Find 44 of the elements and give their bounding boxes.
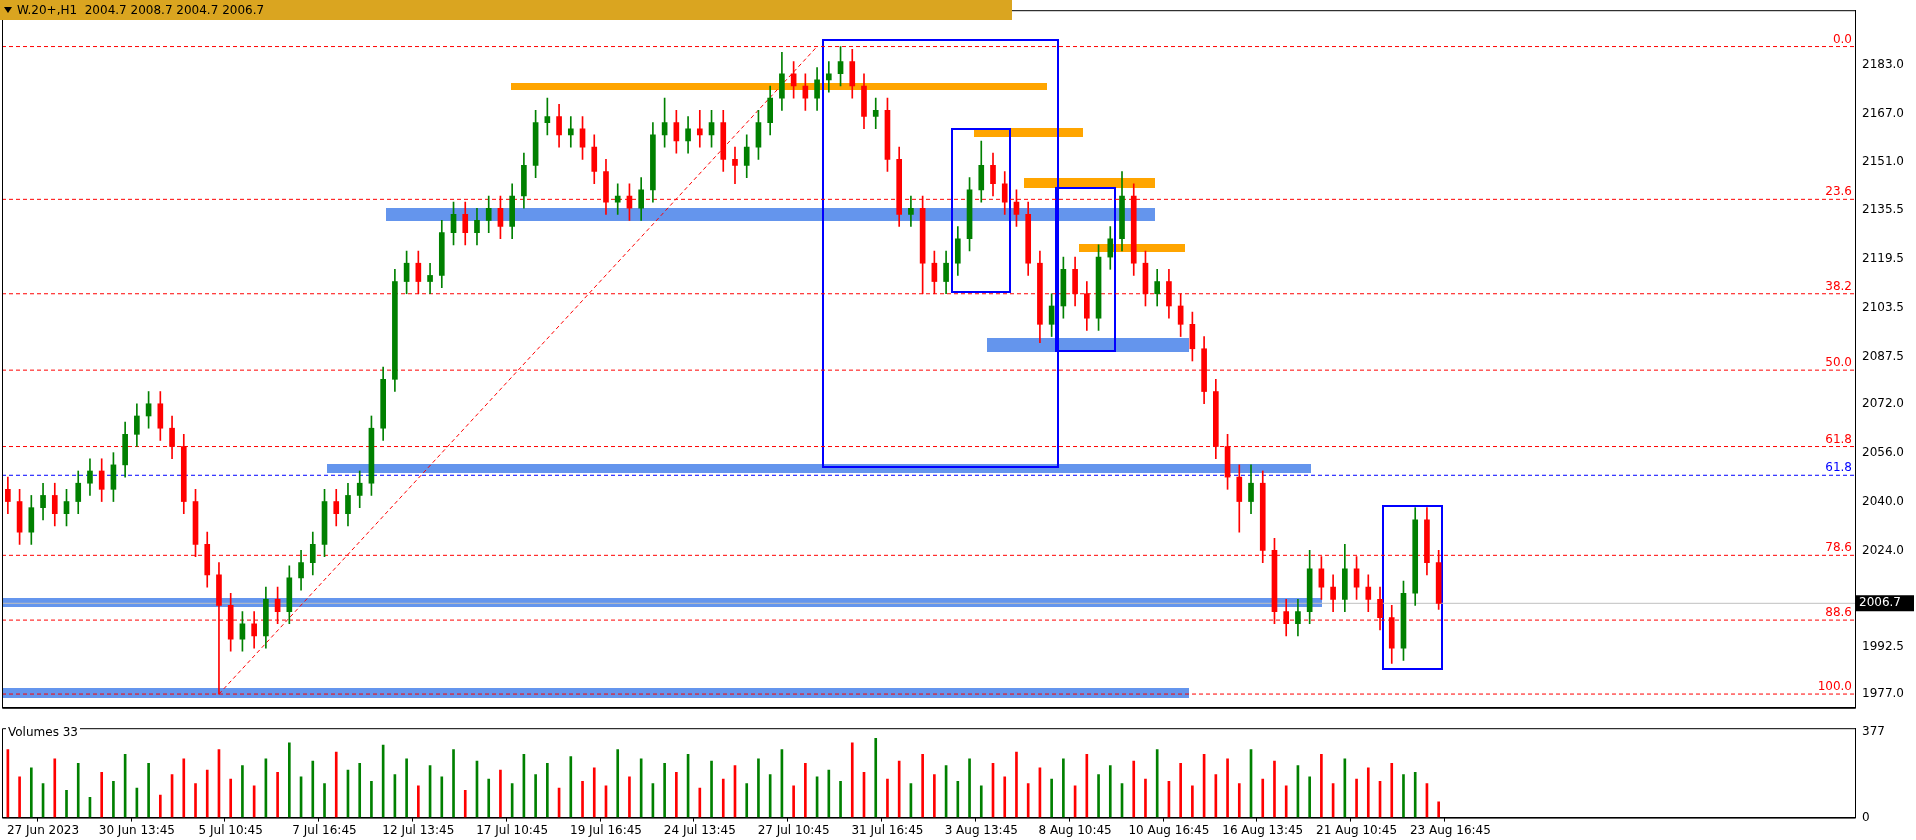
annotation: 50.0 <box>1825 355 1852 370</box>
annotation: 61.8 <box>1825 460 1852 475</box>
x-tick-label: 21 Aug 10:45 <box>1316 822 1398 837</box>
x-tick-label: 3 Aug 13:45 <box>944 822 1018 837</box>
y-tick-label: 2103.5 <box>1862 299 1904 314</box>
y-tick-label: 2135.5 <box>1862 201 1904 216</box>
y-tick-label: 2151.0 <box>1862 154 1904 169</box>
x-tick-label: 12 Jul 13:45 <box>382 822 455 837</box>
y-tick-label: 1977.0 <box>1862 686 1904 701</box>
y-tick-label: 1992.5 <box>1862 638 1904 653</box>
annotation: 0.0 <box>1832 31 1852 46</box>
annotation: 100.0 <box>1817 679 1852 694</box>
x-tick-label: 31 Jul 16:45 <box>851 822 924 837</box>
y-tick-label: 2167.0 <box>1862 105 1904 120</box>
x-tick-label: 8 Aug 10:45 <box>1038 822 1112 837</box>
y-tick-label: 2183.0 <box>1862 56 1904 71</box>
annotation: 78.6 <box>1825 540 1852 555</box>
x-tick-label: 27 Jun 2023 <box>6 822 80 837</box>
x-tick-label: 16 Aug 13:45 <box>1222 822 1304 837</box>
x-tick-label: 23 Aug 16:45 <box>1409 822 1491 837</box>
x-tick-label: 19 Jul 16:45 <box>570 822 642 837</box>
y-tick-label: 2040.0 <box>1862 493 1904 508</box>
x-tick-label: 17 Jul 10:45 <box>476 822 549 837</box>
annotation: 61.8 <box>1825 431 1852 446</box>
annotation: 23.6 <box>1825 184 1852 199</box>
annotation: 38.2 <box>1825 278 1852 293</box>
annotation: 88.6 <box>1825 605 1852 620</box>
x-tick-label: 30 Jun 13:45 <box>98 822 175 837</box>
x-tick-label: 7 Jul 16:45 <box>292 822 357 837</box>
x-tick-label: 10 Aug 16:45 <box>1128 822 1210 837</box>
y-tick-label: 2056.0 <box>1862 444 1904 459</box>
chart-title: W.20+,H1 2004.7 2008.7 2004.7 2006.7 <box>17 3 265 17</box>
chart-title: Volumes 33 <box>6 725 80 739</box>
x-tick-label: 27 Jul 10:45 <box>757 822 830 837</box>
y-tick-label: 2072.0 <box>1862 395 1904 410</box>
y-tick-label: 2087.5 <box>1862 348 1904 363</box>
x-tick-label: 5 Jul 10:45 <box>198 822 263 837</box>
y-tick-label: 2024.0 <box>1862 542 1904 557</box>
y-tick-label: 2119.5 <box>1862 250 1904 265</box>
ref-line-label: 2006.7 <box>1859 595 1901 610</box>
title-banner: W.20+,H1 2004.7 2008.7 2004.7 2006.7 <box>0 0 1012 20</box>
y-tick-label: 0 <box>1862 809 1870 824</box>
y-tick-label: 377 <box>1862 724 1885 739</box>
x-tick-label: 24 Jul 13:45 <box>663 822 736 837</box>
